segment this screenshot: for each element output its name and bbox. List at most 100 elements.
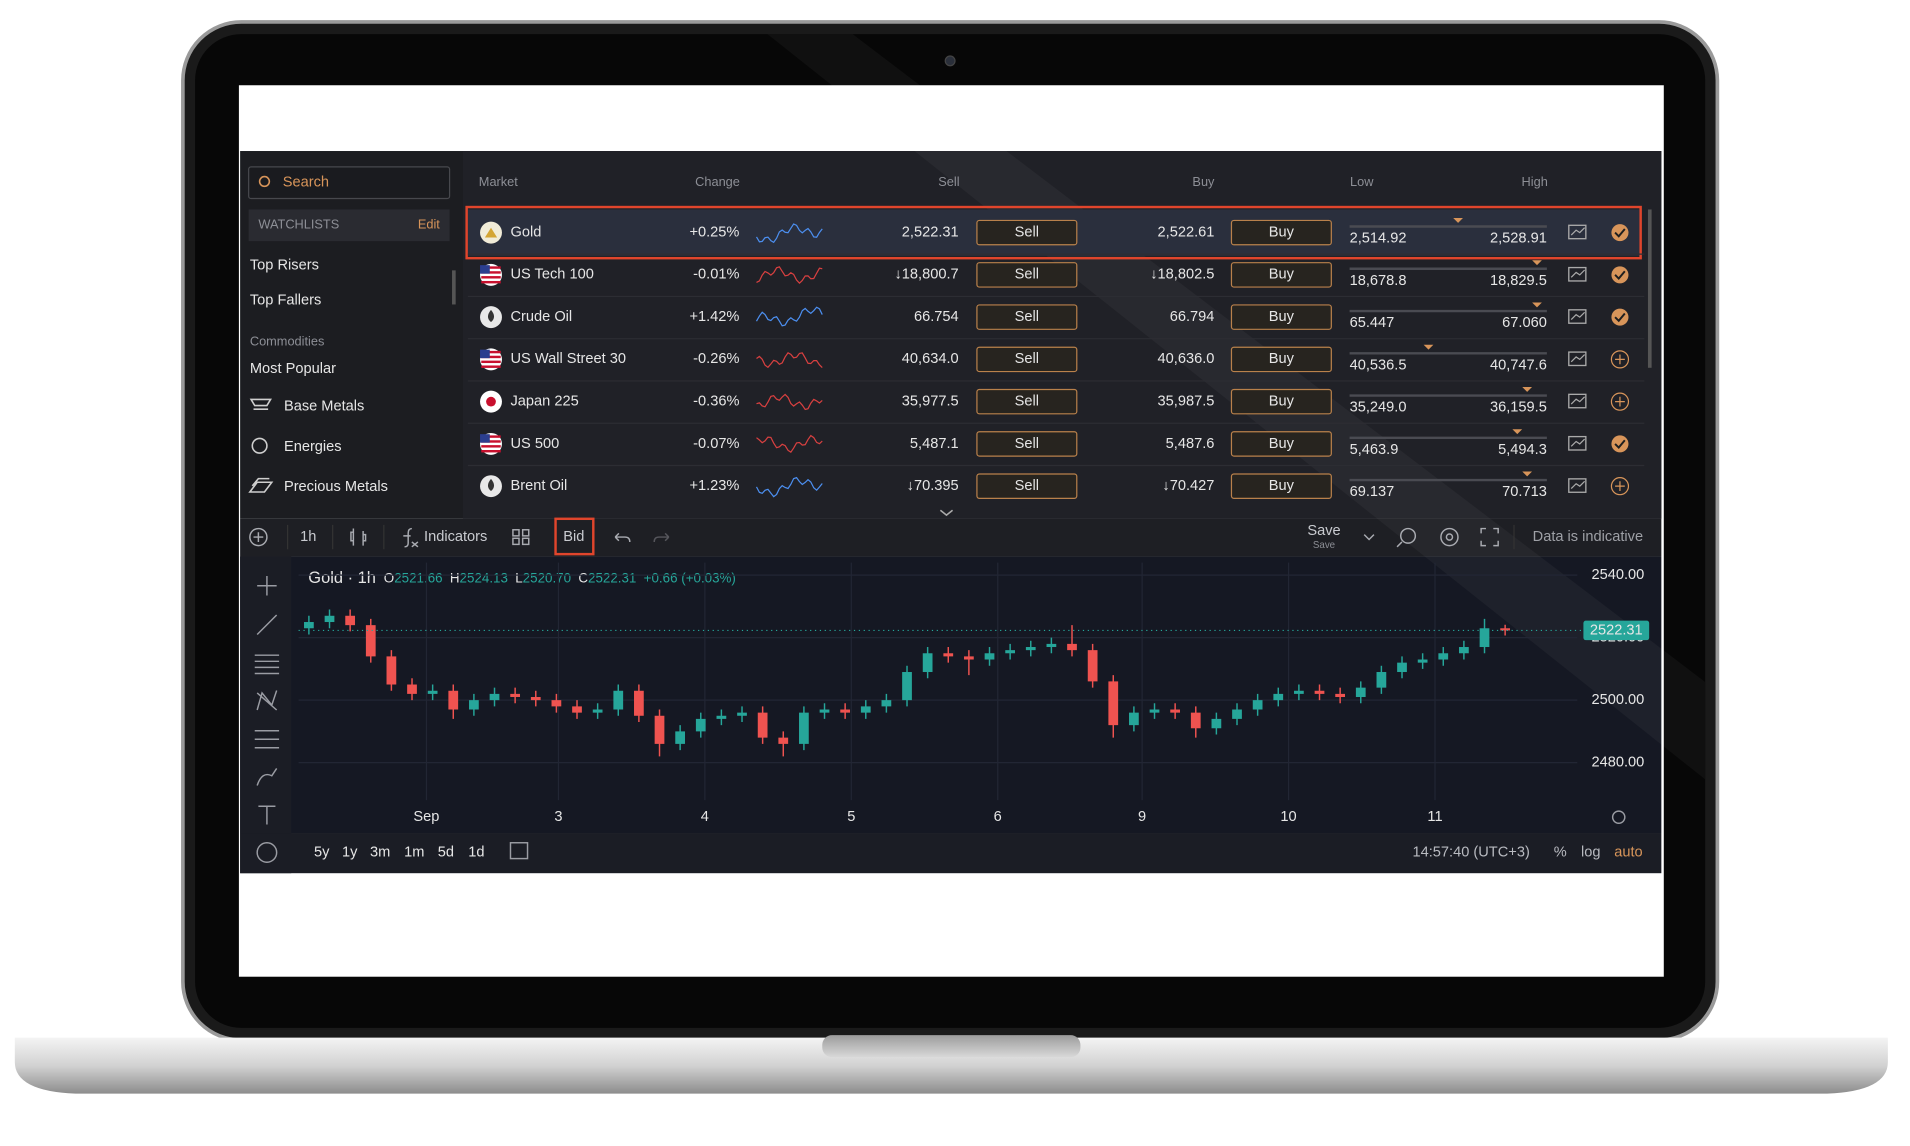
chart-icon[interactable]: [1568, 309, 1587, 324]
chart-icon[interactable]: [1568, 351, 1587, 367]
percent-toggle[interactable]: %: [1554, 844, 1567, 860]
trendline-tool[interactable]: [256, 614, 278, 636]
add-watch-icon[interactable]: [1610, 392, 1630, 411]
chart-icon[interactable]: [1568, 266, 1587, 282]
range-button[interactable]: 5y: [314, 844, 330, 860]
market-row[interactable]: Japan 225 -0.36% 35,977.5 Sell 35,987.5 Buy 35…: [467, 380, 1645, 416]
sell-button[interactable]: [976, 262, 1078, 288]
price-type-button[interactable]: Bid: [563, 529, 584, 545]
chart-icon-line: [1570, 269, 1586, 278]
watched-icon[interactable]: [1611, 224, 1629, 242]
sell-button[interactable]: [976, 346, 1078, 373]
axis-settings-icon[interactable]: [1611, 810, 1626, 824]
sell-button-label[interactable]: Sell: [1015, 436, 1039, 452]
chart-icon[interactable]: [1568, 478, 1587, 493]
sell-button-label[interactable]: Sell: [1015, 267, 1039, 283]
buy-button-label[interactable]: Buy: [1269, 309, 1295, 325]
market-icon: [480, 348, 502, 371]
buy-button-label[interactable]: Buy: [1269, 394, 1295, 410]
sell-button[interactable]: [976, 388, 1078, 415]
range-button[interactable]: 5d: [438, 844, 454, 860]
market-name: Brent Oil: [510, 478, 567, 494]
candle-body: [1190, 712, 1201, 729]
collapse-arrow[interactable]: [939, 509, 954, 517]
save-button[interactable]: Save: [1307, 523, 1340, 539]
fullscreen-icon[interactable]: [1480, 527, 1499, 547]
crosshair-tool[interactable]: [257, 576, 277, 596]
edit-link[interactable]: Edit: [418, 217, 440, 232]
market-row[interactable]: Gold +0.25% 2,522.31 Sell 2,522.61 Buy 2,514.9…: [465, 205, 1642, 260]
buy-button-label[interactable]: Buy: [1269, 351, 1295, 367]
auto-toggle[interactable]: auto: [1614, 844, 1642, 860]
layout-icon[interactable]: [512, 529, 520, 537]
buy-button[interactable]: [1230, 304, 1332, 330]
text-tool[interactable]: [258, 805, 276, 825]
watched-icon[interactable]: [1611, 266, 1629, 284]
category-item[interactable]: Precious Metals: [284, 479, 388, 495]
buy-button[interactable]: [1230, 219, 1332, 246]
brush-tool[interactable]: [256, 768, 278, 786]
buy-button-label[interactable]: Buy: [1269, 267, 1295, 283]
sell-button[interactable]: [976, 219, 1078, 246]
buy-price: ↓18,802.5: [1150, 267, 1214, 283]
buy-button[interactable]: [1230, 431, 1332, 457]
buy-button[interactable]: [1230, 346, 1332, 373]
sell-button-label[interactable]: Sell: [1015, 351, 1039, 367]
pattern-tool[interactable]: [256, 690, 278, 711]
chart-icon[interactable]: [1568, 393, 1587, 409]
add-watch-icon[interactable]: [1610, 477, 1630, 496]
watchlist-item[interactable]: Top Fallers: [250, 293, 321, 309]
log-toggle[interactable]: log: [1581, 844, 1601, 860]
watched-icon[interactable]: [1611, 435, 1629, 453]
candle-body: [716, 715, 727, 719]
add-watch-icon[interactable]: [1610, 350, 1630, 369]
search-box[interactable]: [248, 166, 451, 200]
range-button[interactable]: 1m: [404, 844, 424, 860]
buy-price: 35,987.5: [1158, 394, 1215, 410]
market-row[interactable]: US 500 -0.07% 5,487.1 Sell 5,487.6 Buy 5,463.9…: [467, 422, 1645, 458]
interval-button[interactable]: 1h: [300, 529, 316, 545]
buy-button[interactable]: [1230, 473, 1332, 499]
add-watch-cross: [1615, 354, 1625, 365]
sell-button[interactable]: [976, 304, 1078, 330]
sell-button[interactable]: [976, 473, 1078, 499]
last-price-tag: [1583, 620, 1650, 641]
category-item[interactable]: Energies: [284, 439, 342, 455]
watchlist-item[interactable]: Top Risers: [250, 257, 319, 273]
projection-tool[interactable]: [254, 729, 280, 749]
sell-button[interactable]: [976, 431, 1078, 457]
emoji-tool[interactable]: [256, 842, 278, 863]
market-row[interactable]: US Tech 100 -0.01% ↓18,800.7 Sell ↓18,802.5 B…: [467, 253, 1645, 289]
redo-icon[interactable]: [653, 532, 670, 542]
buy-button[interactable]: [1230, 262, 1332, 288]
buy-button-label[interactable]: Buy: [1269, 224, 1295, 240]
indicators-button[interactable]: Indicators: [424, 529, 487, 545]
market-row[interactable]: US Wall Street 30 -0.26% 40,634.0 Sell 40,63…: [467, 338, 1645, 374]
quick-search-icon[interactable]: [1400, 527, 1417, 544]
undo-icon[interactable]: [614, 532, 631, 542]
range-button[interactable]: 1d: [468, 844, 484, 860]
chart-type-icon[interactable]: [350, 528, 367, 546]
date-range-icon[interactable]: [509, 842, 529, 860]
category-item[interactable]: Base Metals: [284, 399, 364, 415]
chart-icon[interactable]: [1568, 435, 1587, 451]
market-row[interactable]: Crude Oil +1.42% 66.754 Sell 66.794 Buy 65.447…: [467, 295, 1645, 331]
watchlists-label: WATCHLISTS: [258, 217, 339, 232]
buy-button-label[interactable]: Buy: [1269, 478, 1295, 494]
add-icon[interactable]: [249, 527, 268, 547]
sell-button-label[interactable]: Sell: [1015, 394, 1039, 410]
market-row[interactable]: Brent Oil +1.23% ↓70.395 Sell ↓70.427 Buy 69.1…: [467, 464, 1645, 500]
range-button[interactable]: 1y: [342, 844, 358, 860]
sell-button-label[interactable]: Sell: [1015, 309, 1039, 325]
fib-tool[interactable]: [254, 654, 280, 675]
buy-button[interactable]: [1230, 388, 1332, 415]
watched-icon[interactable]: [1611, 308, 1629, 326]
sell-button-label[interactable]: Sell: [1015, 224, 1039, 240]
chart-icon[interactable]: [1568, 224, 1587, 240]
settings-icon[interactable]: [1440, 527, 1459, 547]
range-button[interactable]: 3m: [370, 844, 390, 860]
watchlist-item[interactable]: Most Popular: [250, 361, 336, 377]
save-menu-icon[interactable]: [1363, 534, 1375, 541]
sell-button-label[interactable]: Sell: [1015, 478, 1039, 494]
buy-button-label[interactable]: Buy: [1269, 436, 1295, 452]
